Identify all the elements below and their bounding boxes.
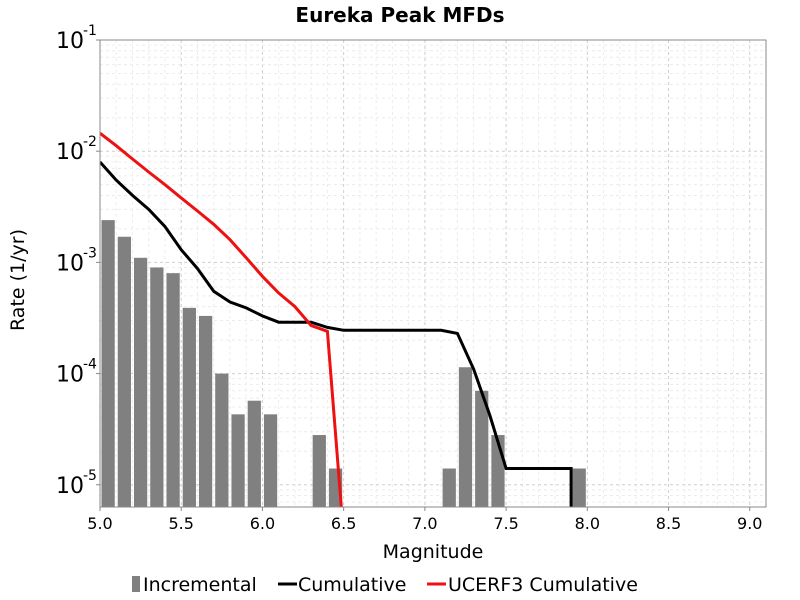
legend-swatch-incremental [132,576,140,592]
legend-label-cumulative: Cumulative [298,574,406,596]
x-tick-label: 8.0 [575,514,600,533]
x-tick-label: 7.0 [412,514,437,533]
x-tick-label: 6.5 [331,514,356,533]
incremental-bar [458,367,473,507]
x-tick-label: 8.5 [656,514,681,533]
cumulative-lines [100,132,573,507]
y-tick-base: 10 [56,474,84,499]
y-tick-base: 10 [56,140,84,165]
incremental-bar [475,390,489,507]
incremental-bar [133,257,148,507]
x-tick-label: 6.0 [250,514,275,533]
legend: Incremental Cumulative UCERF3 Cumulative [132,574,638,596]
y-tick-label: 10 -1 [56,23,97,54]
x-tick-label: 9.0 [737,514,762,533]
incremental-bar [150,267,164,507]
incremental-bar [231,414,245,507]
y-tick-label: 10 -4 [56,357,97,388]
y-axis-ticks: 10-110-210-310-410-5 [56,23,100,499]
y-tick-base: 10 [56,29,84,54]
plot-area [99,39,767,508]
y-tick-label: 10 -2 [56,134,97,165]
incremental-bar [247,400,261,507]
incremental-bar [101,220,115,507]
legend-label-incremental: Incremental [143,574,257,596]
y-axis-label: Rate (1/yr) [7,229,29,331]
x-axis-ticks: 5.0 5.5 6.0 6.5 7.0 7.5 8.0 8.5 9.0 [87,507,762,533]
y-tick-exponent: -5 [83,468,97,484]
ucerf3-cumulative-line [100,132,343,507]
y-tick-exponent: -4 [83,357,97,373]
x-tick-label: 7.5 [493,514,518,533]
y-tick-exponent: -2 [83,134,97,150]
incremental-bar [442,468,456,507]
y-tick-exponent: -1 [83,23,97,39]
chart-title: Eureka Peak MFDs [295,3,504,27]
y-tick-label: 10 -5 [56,468,97,499]
y-tick-base: 10 [56,251,84,276]
legend-label-ucerf3-cumulative: UCERF3 Cumulative [448,574,638,596]
y-tick-exponent: -3 [83,245,97,261]
incremental-bar [198,315,213,507]
y-tick-base: 10 [56,363,84,388]
incremental-bars [101,220,586,507]
x-tick-label: 5.5 [168,514,193,533]
incremental-bar [117,236,131,507]
incremental-bar [263,414,278,507]
cumulative-line [100,160,573,507]
incremental-bar [166,273,180,507]
x-tick-label: 5.0 [87,514,112,533]
incremental-bar [215,373,229,507]
x-axis-label: Magnitude [383,541,484,563]
incremental-bar [572,468,586,507]
plot-frame [99,39,767,508]
incremental-bar [312,435,326,507]
y-tick-label: 10 -3 [56,245,97,276]
incremental-bar [182,307,196,507]
